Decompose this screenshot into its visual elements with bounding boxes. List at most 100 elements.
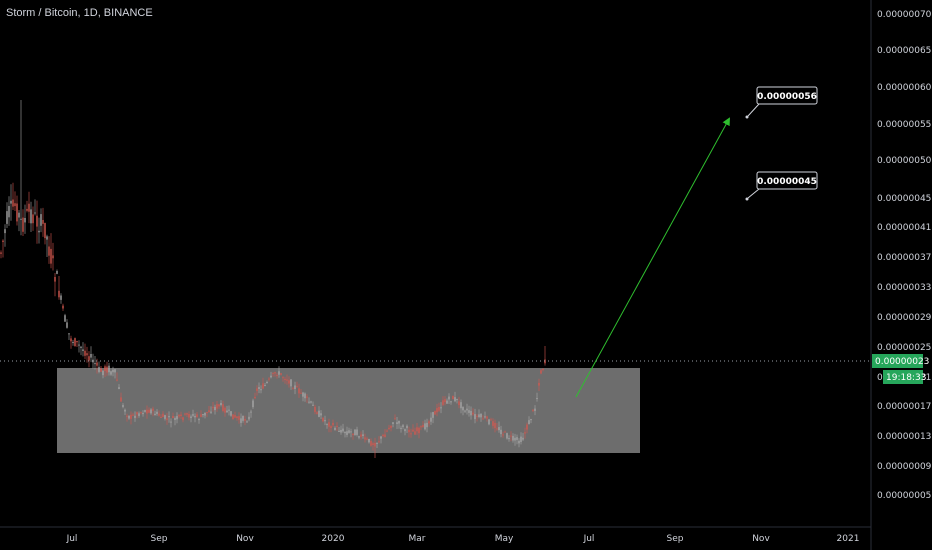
time-axis[interactable]: Jul Sep Nov 2020 Mar May Jul Sep Nov 2021 <box>66 534 860 544</box>
candle-body <box>452 396 454 400</box>
price-axis[interactable]: 0.00000005 0.00000009 0.00000013 0.00000017… <box>877 10 932 501</box>
callout-target-1[interactable]: 0.00000056 <box>745 86 818 119</box>
time-tick-label: Mar <box>409 534 426 544</box>
candle-body <box>20 218 22 220</box>
candle-body <box>486 416 488 419</box>
candle-body <box>112 369 114 373</box>
candle-body <box>270 375 272 378</box>
candle-body <box>420 426 422 428</box>
candle-body <box>298 388 300 394</box>
candle-body <box>90 354 92 358</box>
candle-body <box>28 203 30 212</box>
candle-body <box>62 305 64 309</box>
candle-body <box>406 425 408 429</box>
candle-body <box>60 295 62 300</box>
candle-body <box>506 433 508 439</box>
candle-body <box>282 377 284 379</box>
candle-body <box>0 252 2 254</box>
candle-body <box>192 414 194 416</box>
candle-body <box>116 379 118 381</box>
candle-body <box>52 255 54 259</box>
candle-body <box>138 413 140 416</box>
candle-body <box>136 412 138 415</box>
candle-body <box>364 437 366 440</box>
candle-body <box>294 385 296 389</box>
candle-body <box>154 413 156 416</box>
time-tick-label: Nov <box>752 534 770 544</box>
candle-body <box>520 436 522 442</box>
candle-body <box>410 433 412 435</box>
time-tick-label: 2021 <box>837 534 860 544</box>
candle-body <box>196 414 198 417</box>
projection-arrow[interactable] <box>575 117 730 398</box>
candle-body <box>134 415 136 418</box>
candle-body <box>322 417 324 422</box>
candle-body <box>18 212 20 218</box>
candle-body <box>24 218 26 223</box>
candle-body <box>86 353 88 356</box>
candle-body <box>396 422 398 424</box>
candle-body <box>208 410 210 413</box>
candle-body <box>292 388 294 390</box>
candle-body <box>448 396 450 400</box>
candle-body <box>328 422 330 427</box>
consolidation-range-box[interactable] <box>57 368 640 453</box>
candle-body <box>150 409 152 414</box>
candle-body <box>256 388 258 391</box>
candle-body <box>504 431 506 433</box>
current-price-label: 0.00000023 <box>875 357 929 367</box>
candle-body <box>496 428 498 430</box>
price-tick-label: 0.00000009 <box>877 462 932 472</box>
candle-body <box>250 411 252 413</box>
candle-body <box>310 401 312 403</box>
candle-body <box>110 371 112 375</box>
candle-body <box>456 398 458 400</box>
candle-body <box>68 333 70 335</box>
candle-body <box>262 383 264 389</box>
candle-body <box>226 410 228 413</box>
candle-body <box>388 427 390 430</box>
candle-body <box>354 429 356 436</box>
callout-target-2[interactable]: 0.00000045 <box>745 171 818 201</box>
candle-body <box>100 368 102 372</box>
candle-body <box>432 412 434 418</box>
candle-body <box>372 443 374 445</box>
candle-body <box>352 433 354 435</box>
candle-body <box>312 404 314 406</box>
candle-body <box>370 440 372 446</box>
candle-body <box>210 411 212 413</box>
candle-body <box>22 217 24 232</box>
candle-body <box>232 414 234 420</box>
candle-body <box>94 363 96 365</box>
candle-body <box>214 406 216 411</box>
candle-body <box>170 421 172 423</box>
candle-body <box>242 416 244 421</box>
time-tick-label: Sep <box>667 534 684 544</box>
candle-body <box>156 411 158 414</box>
candle-body <box>362 434 364 436</box>
candle-body <box>494 422 496 429</box>
candle-body <box>304 393 306 399</box>
candle-body <box>418 427 420 434</box>
candle-body <box>356 429 358 435</box>
candle-body <box>444 399 446 403</box>
candle-body <box>378 441 380 443</box>
candle-body <box>76 341 78 343</box>
price-tick-label: 0.00000065 <box>877 46 931 56</box>
candle-body <box>516 437 518 440</box>
candle-body <box>254 397 256 399</box>
candle-body <box>32 214 34 224</box>
candle-body <box>408 429 410 433</box>
candle-body <box>44 222 46 239</box>
time-tick-label: Jul <box>583 534 595 544</box>
candle-body <box>160 417 162 418</box>
candle-body <box>274 372 276 374</box>
candle-body <box>424 423 426 430</box>
time-tick-label: May <box>495 534 514 544</box>
candle-body <box>394 418 396 420</box>
candle-body <box>128 415 130 419</box>
candle-body <box>88 356 90 361</box>
candle-body <box>180 414 182 416</box>
candle-body <box>392 422 394 424</box>
